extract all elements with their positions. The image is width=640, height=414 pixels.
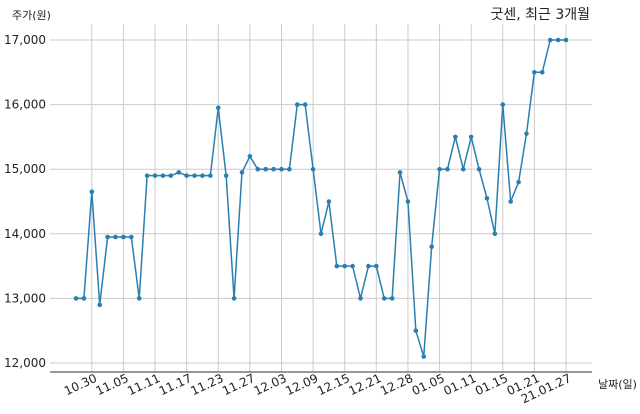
y-tick-label: 13,000 [4,291,46,305]
data-point [271,166,276,172]
data-point [460,166,466,172]
data-point [381,296,387,301]
data-point [445,166,450,172]
data-point [555,37,561,43]
data-point [239,170,245,175]
y-tick-label: 12,000 [4,356,46,370]
data-point [421,354,427,359]
data-point [184,173,189,178]
data-point [429,244,434,250]
data-point [287,166,292,172]
data-point [539,70,545,75]
data-point [334,263,340,269]
data-point [389,296,395,301]
data-point [208,173,213,178]
data-point [453,134,458,140]
data-point [405,199,411,204]
data-point [200,173,205,178]
data-point [152,173,158,178]
data-point [247,153,253,159]
data-point [255,166,261,172]
data-point [350,263,355,269]
data-point [342,263,348,269]
y-tick-label: 14,000 [4,227,46,241]
data-point [468,134,474,140]
data-point [516,179,521,185]
data-point [310,166,316,172]
y-tick-label: 15,000 [4,162,46,176]
data-point [223,173,229,178]
data-point [121,234,126,240]
data-point [413,328,419,334]
data-point [192,173,197,178]
data-point [73,296,79,301]
data-point [508,199,513,204]
data-point [113,234,118,240]
data-point [492,231,498,237]
data-point [302,102,308,107]
data-point [294,102,300,107]
data-point [129,234,134,240]
data-point [318,231,324,237]
data-point [397,170,403,175]
y-tick-label: 17,000 [4,33,46,47]
data-point [176,170,182,175]
data-point [476,166,482,172]
data-point [358,296,363,301]
data-point [89,189,95,195]
data-point [81,296,87,301]
chart-title: 굿센, 최근 3개월 [490,7,590,23]
data-point [374,263,379,269]
series-line [76,39,566,357]
data-point [366,263,371,269]
data-point [279,166,284,172]
data-point [500,102,506,107]
data-point [563,37,569,43]
x-axis-label: 날짜(일) [598,377,637,391]
data-point [144,173,150,178]
data-point [160,173,166,178]
data-point [547,37,553,43]
series [73,37,569,359]
data-point [215,105,221,111]
data-point [437,166,442,172]
data-point [484,195,490,201]
data-point [231,296,237,301]
data-point [97,302,103,308]
data-point [532,70,537,75]
data-point [136,296,142,301]
y-tick-label: 16,000 [4,98,46,112]
data-point [105,234,110,240]
data-point [524,131,529,136]
data-point [326,199,332,204]
y-axis-label: 주가(원) [12,9,51,22]
data-point [263,166,268,172]
data-point [168,173,174,178]
gridlines [50,24,592,372]
